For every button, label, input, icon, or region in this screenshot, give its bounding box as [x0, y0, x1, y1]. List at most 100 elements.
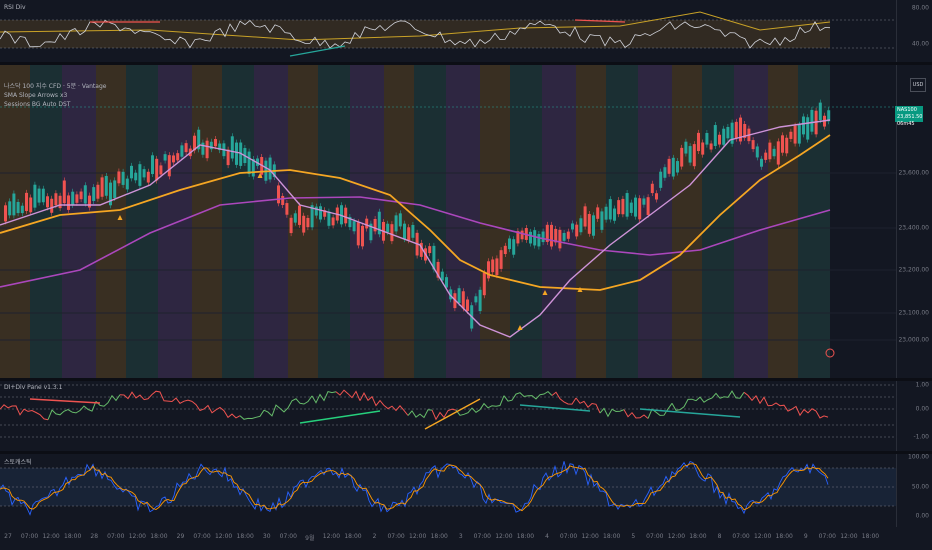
time-axis-label: 12:00	[840, 533, 858, 540]
candle-body	[583, 206, 587, 227]
candle-body	[79, 191, 83, 200]
candle-body	[142, 169, 146, 178]
price-y-axis[interactable]: 23,600.00 23,400.00 23,200.00 23,100.00 …	[896, 65, 932, 378]
candle-body	[172, 155, 175, 163]
session-band	[734, 65, 768, 378]
session-band	[672, 65, 702, 378]
candle-body	[277, 185, 280, 204]
candle-body	[348, 216, 352, 228]
candle-body	[520, 230, 524, 240]
indicator-sessions-bg[interactable]: Sessions BG Auto DST	[4, 101, 71, 108]
candle-body	[407, 227, 411, 241]
candle-body	[802, 116, 805, 135]
candle-body	[562, 232, 566, 241]
candle-body	[663, 167, 667, 178]
stochastic-tick: 100.00	[908, 453, 929, 461]
oscillator-line	[551, 391, 577, 405]
oscillator-plot[interactable]	[0, 381, 896, 451]
candle-body	[478, 289, 482, 312]
candle-body	[512, 239, 516, 255]
countdown: 06m45	[897, 121, 915, 127]
candle-body	[235, 142, 238, 165]
main-plot[interactable]	[0, 65, 896, 378]
candle-body	[604, 206, 608, 220]
candle-body	[356, 222, 360, 246]
stochastic-y-axis[interactable]: 100.00 50.00 0.00	[896, 454, 932, 527]
candle-body	[718, 134, 721, 145]
symbol-title[interactable]: 나스닥 100 지수 CFD · 5분 · Vantage	[4, 83, 107, 90]
oscillator-line	[407, 409, 433, 419]
stochastic-chart	[0, 460, 896, 516]
oscillator-line	[47, 409, 73, 420]
candle-body	[655, 193, 658, 200]
oscillator-y-axis[interactable]: 1.00 0.00 -1.00	[896, 381, 932, 451]
candle-body	[75, 194, 79, 203]
osc-divergence-line	[299, 410, 381, 424]
oscillator-line	[431, 408, 457, 421]
time-axis-label: 4	[545, 533, 549, 540]
oscillator-line	[23, 408, 49, 421]
oscillator-line	[383, 405, 409, 416]
candle-body	[92, 187, 96, 202]
main-pane[interactable]: 23,600.00 23,400.00 23,200.00 23,100.00 …	[0, 65, 932, 378]
oscillator-tick: 1.00	[915, 381, 929, 389]
rsi-y-axis[interactable]: 80.00 40.00	[896, 0, 932, 62]
time-axis[interactable]: 27 07:00 12:00 18:00 28 07:00 12:00 18:00 29 07:0…	[0, 527, 896, 550]
candle-body	[810, 109, 814, 132]
session-band	[702, 65, 734, 378]
time-axis-label: 18:00	[430, 533, 448, 540]
candle-body	[697, 132, 700, 152]
candle-body	[726, 127, 730, 139]
candle-body	[344, 207, 348, 224]
candle-body	[768, 142, 772, 160]
candle-body	[659, 171, 663, 188]
time-axis-label: 2	[372, 533, 377, 540]
candle-body	[827, 110, 831, 122]
candle-body	[159, 165, 163, 175]
candle-body	[403, 223, 406, 240]
candle-body	[491, 259, 495, 273]
candle-body	[608, 199, 612, 220]
oscillator-line	[359, 392, 385, 407]
stochastic-pane[interactable]: 스토캐스틱 100.00 50.00 0.00	[0, 454, 932, 527]
candle-body	[319, 206, 322, 220]
candle-body	[503, 245, 507, 255]
candle-body	[390, 224, 394, 242]
osc-divergence-line	[639, 408, 741, 418]
stochastic-plot[interactable]	[0, 454, 896, 527]
pane-separator[interactable]	[0, 378, 932, 381]
candle-body	[579, 218, 583, 233]
candle-body	[688, 146, 692, 163]
candle-body	[566, 231, 570, 239]
oscillator-line	[215, 406, 241, 419]
session-band	[192, 65, 222, 378]
time-axis-label: 18:00	[344, 533, 362, 540]
candle-body	[67, 195, 70, 210]
pane-separator[interactable]	[0, 62, 932, 65]
indicator-sma-slope[interactable]: SMA Slope Arrows x3	[4, 92, 68, 99]
time-axis-label: 12:00	[128, 533, 147, 540]
candle-body	[180, 145, 184, 157]
candle-body	[495, 258, 499, 276]
oscillator-line	[575, 397, 601, 414]
candle-body	[558, 229, 562, 249]
candle-body	[365, 218, 369, 229]
candle-body	[218, 143, 222, 151]
candle-body	[151, 155, 154, 175]
currency-label[interactable]: USD	[910, 78, 926, 92]
chart-legend[interactable]: 나스닥 100 지수 CFD · 5분 · Vantage SMA Slope …	[4, 82, 106, 109]
rsi-pane[interactable]: RSI Div 80.00 40.00	[0, 0, 932, 62]
candle-body	[138, 164, 142, 186]
oscillator-pane[interactable]: DI+Div Pane v1.3.1 1.00 0.00 -1.00	[0, 381, 932, 451]
session-band	[414, 65, 446, 378]
time-axis-label: 18:00	[516, 533, 535, 540]
oscillator-line	[623, 409, 649, 419]
time-axis-label: 3	[458, 533, 463, 540]
candle-body	[314, 206, 318, 216]
time-axis-label: 12:00	[322, 533, 341, 540]
slope-arrow-icon	[542, 290, 548, 295]
rsi-plot[interactable]	[0, 0, 896, 62]
pane-separator[interactable]	[0, 451, 932, 454]
candle-body	[20, 205, 24, 214]
candle-body	[550, 224, 553, 247]
